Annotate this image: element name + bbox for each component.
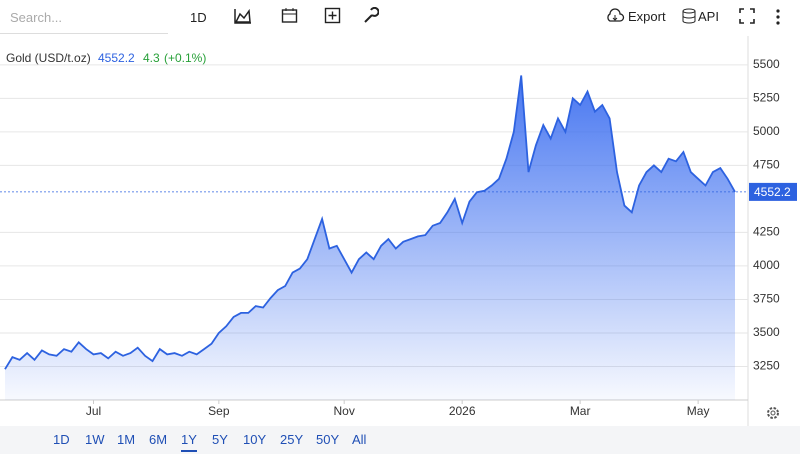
menu-icon[interactable] xyxy=(775,9,781,25)
y-tick-label: 4250 xyxy=(753,225,780,239)
y-tick-label: 4750 xyxy=(753,158,780,172)
range-button[interactable]: All xyxy=(352,432,367,447)
y-tick-label: 5500 xyxy=(753,57,780,71)
area xyxy=(5,75,735,400)
export-button[interactable]: Export xyxy=(628,9,666,24)
last-price-box xyxy=(749,182,797,201)
range-button[interactable]: 1W xyxy=(85,432,105,447)
range-button[interactable]: 1M xyxy=(117,432,136,447)
calendar-icon[interactable] xyxy=(281,7,298,24)
range-button[interactable]: 50Y xyxy=(316,432,340,447)
fullscreen-icon[interactable] xyxy=(739,8,755,24)
search-box[interactable]: Search... xyxy=(0,0,168,34)
x-tick-label: Sep xyxy=(208,404,230,418)
last-price-label: 4552.2 xyxy=(754,185,791,199)
chart-type-icon[interactable] xyxy=(234,8,252,24)
chart: Gold (USD/t.oz) 4552.2 4.3 (+0.1%) 3250 3… xyxy=(0,36,797,426)
x-tick-label: 2026 xyxy=(449,404,476,418)
settings-icon[interactable] xyxy=(767,407,779,419)
y-tick-label: 3750 xyxy=(753,292,780,306)
chart-title: Gold (USD/t.oz) xyxy=(6,51,91,65)
api-button[interactable]: API xyxy=(698,9,719,24)
x-tick-label: Nov xyxy=(334,404,355,418)
change: 4.3 xyxy=(143,51,160,65)
tools-icon[interactable] xyxy=(362,7,379,24)
range-button[interactable]: 1D xyxy=(53,432,70,447)
header-value: 4552.2 xyxy=(98,51,135,65)
interval-button[interactable]: 1D xyxy=(190,10,207,25)
x-tick-label: May xyxy=(687,404,710,418)
x-tick-label: Jul xyxy=(86,404,101,418)
range-button[interactable]: 6M xyxy=(149,432,168,447)
range-button[interactable]: 1Y xyxy=(181,432,197,452)
x-tick-label: Mar xyxy=(570,404,591,418)
change-percent: (+0.1%) xyxy=(164,51,206,65)
y-tick-label: 4000 xyxy=(753,258,780,272)
api-icon[interactable] xyxy=(682,8,696,24)
range-button[interactable]: 25Y xyxy=(280,432,304,447)
export-icon[interactable] xyxy=(605,8,625,24)
range-button[interactable]: 10Y xyxy=(243,432,267,447)
range-bar: 1D 1W 1M 6M 1Y 5Y 10Y 25Y 50Y All xyxy=(0,426,800,454)
y-tick-label: 3500 xyxy=(753,325,780,339)
y-tick-label: 3250 xyxy=(753,359,780,373)
add-icon[interactable] xyxy=(324,7,341,24)
y-tick-label: 5250 xyxy=(753,91,780,105)
y-tick-label: 5000 xyxy=(753,124,780,138)
range-button[interactable]: 5Y xyxy=(212,432,228,447)
line xyxy=(4,75,736,370)
